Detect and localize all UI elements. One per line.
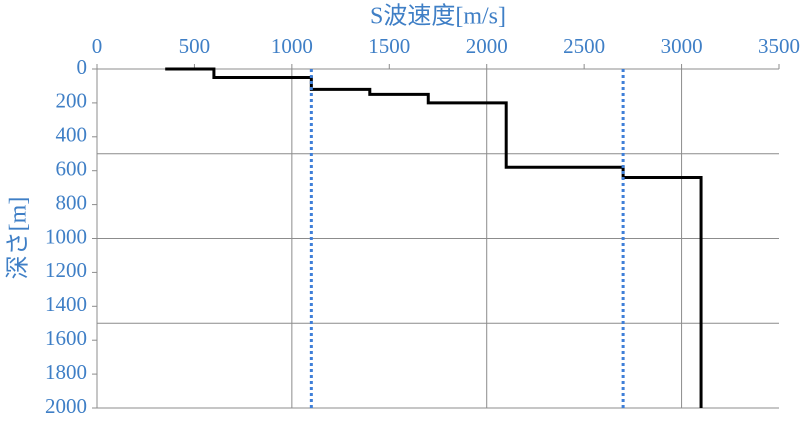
y-axis-title: 深さ[m] <box>5 197 32 280</box>
x-axis-title: S波速度[m/s] <box>370 3 506 30</box>
y-tick-label: 1600 <box>45 326 87 350</box>
y-tick-label: 1000 <box>45 224 87 248</box>
x-tick-label: 1500 <box>368 34 410 58</box>
x-tick-label: 0 <box>92 34 103 58</box>
y-tick-label: 0 <box>77 55 88 79</box>
y-tick-label: 200 <box>56 89 88 113</box>
y-tick-label: 1200 <box>45 258 87 282</box>
y-tick-label: 800 <box>56 190 88 214</box>
x-tick-label: 500 <box>179 34 211 58</box>
series-line <box>165 67 703 408</box>
x-tick-label: 2000 <box>466 34 508 58</box>
y-tick-label: 400 <box>56 123 88 147</box>
x-tick-label: 2500 <box>563 34 605 58</box>
x-tick-label: 3000 <box>661 34 703 58</box>
y-tick-label: 600 <box>56 157 88 181</box>
x-tick-label: 1000 <box>271 34 313 58</box>
y-tick-label: 1800 <box>45 360 87 384</box>
x-tick-label: 3500 <box>758 34 800 58</box>
y-tick-label: 1400 <box>45 292 87 316</box>
y-tick-label: 2000 <box>45 394 87 418</box>
